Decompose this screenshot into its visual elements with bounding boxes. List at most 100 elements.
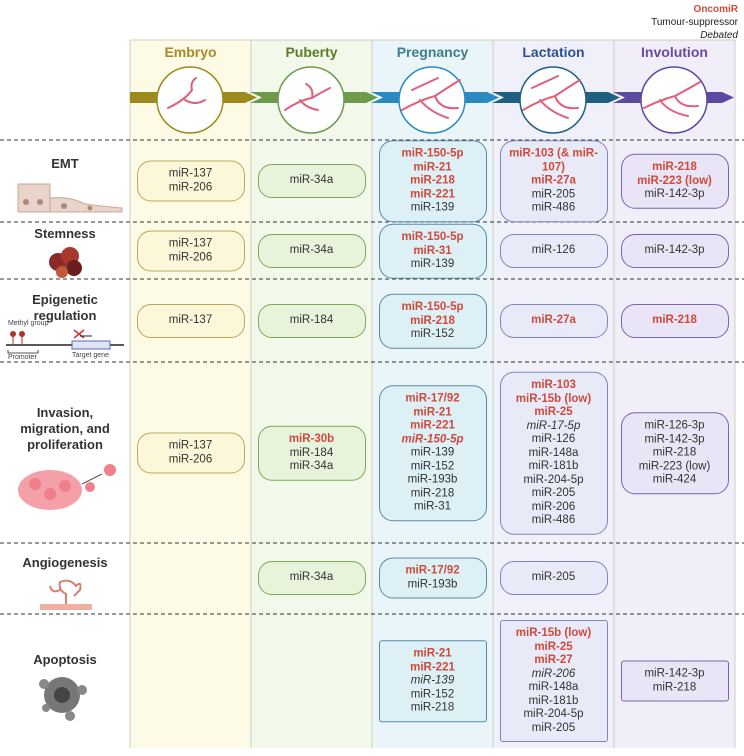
- mirna: miR-205: [531, 486, 576, 499]
- mirna: miR-150-5p: [401, 147, 464, 160]
- mirna: miR-223 (low): [637, 174, 712, 187]
- mirna: miR-206: [531, 667, 576, 680]
- mirna-box: miR-17/92 miR-21 miR-221 miR-150-5p miR-139 m…: [378, 385, 487, 521]
- mirna-box: miR-150-5p miR-21 miR-218 miR-221 miR-139: [378, 140, 487, 222]
- mirna: miR-221: [410, 419, 455, 432]
- stage-label: Pregnancy: [396, 44, 469, 60]
- mirna-box: miR-150-5p miR-218 miR-152: [378, 293, 487, 349]
- mirna: miR-17/92: [405, 392, 460, 405]
- mirna: miR-139: [410, 257, 455, 270]
- mirna-box: miR-21 miR-221 miR-139 miR-152 miR-218: [378, 640, 487, 722]
- mirna: miR-204-5p: [523, 708, 584, 720]
- mirna: miR-103 (& miR-107): [509, 147, 598, 173]
- mirna: miR-193b: [407, 473, 458, 486]
- duct-drawings: [167, 75, 701, 119]
- mirna: miR-218: [410, 486, 455, 499]
- row-label: Angiogenesis: [22, 555, 108, 570]
- mirna: miR-218: [410, 701, 455, 714]
- mirna: miR-142-3p: [644, 244, 705, 257]
- mirna-box: miR-137 miR-206: [136, 432, 245, 474]
- mirna: miR-205: [531, 187, 576, 200]
- mirna: miR-126: [531, 432, 576, 445]
- mirna: miR-34a: [289, 459, 334, 472]
- mirna: miR-193b: [407, 578, 458, 590]
- mirna: miR-142-3p: [644, 187, 705, 200]
- mirna: miR-34a: [289, 244, 334, 257]
- mirna: miR-424: [652, 473, 697, 486]
- mirna: miR-206: [168, 181, 213, 193]
- mirna: miR-21: [413, 405, 452, 418]
- mirna: miR-25: [534, 640, 573, 653]
- mirna: miR-103: [531, 378, 576, 391]
- mirna: miR-17/92: [405, 564, 460, 577]
- mirna-box: miR-205: [499, 561, 608, 595]
- mirna-box: miR-30b miR-184 miR-34a: [257, 425, 366, 481]
- mirna: miR-137: [168, 314, 213, 327]
- epigenetic-icon: [6, 329, 124, 354]
- mirna-box: miR-15b (low) miR-25 miR-27 miR-206 miR-148a…: [499, 620, 608, 742]
- mirna-box: miR-126: [499, 234, 608, 268]
- apoptosis-icon: [39, 677, 87, 721]
- mirna: miR-126: [531, 244, 576, 257]
- stage-label: Embryo: [164, 44, 217, 60]
- mirna: miR-150-5p: [401, 300, 464, 313]
- mirna-box: miR-34a: [257, 561, 366, 595]
- mirna: miR-152: [410, 459, 455, 472]
- column-embryo: [130, 40, 251, 748]
- mirna: miR-150-5p: [401, 432, 464, 445]
- mirna: miR-181b: [528, 459, 579, 472]
- column-involution: [614, 40, 735, 748]
- mirna: miR-204-5p: [523, 473, 584, 486]
- row-label: Apoptosis: [33, 652, 97, 667]
- stage-label: Lactation: [522, 44, 585, 60]
- mirna-box: miR-126-3p miR-142-3p miR-218 miR-223 (low)…: [620, 412, 729, 494]
- mirna: miR-206: [168, 453, 213, 465]
- mirna: miR-218: [652, 681, 697, 693]
- mirna: miR-21: [413, 647, 452, 660]
- mirna-box: miR-137 miR-206: [136, 160, 245, 202]
- mirna-box: miR-17/92 miR-193b: [378, 557, 487, 599]
- mirna-box: miR-218: [620, 304, 729, 338]
- legend-suppressor: Tumour-suppressor: [651, 17, 738, 28]
- mirna-box: miR-142-3p: [620, 234, 729, 268]
- mirna: miR-486: [531, 513, 576, 526]
- mirna-box: miR-34a: [257, 164, 366, 198]
- mirna: miR-139: [410, 446, 455, 459]
- mirna: miR-31: [413, 244, 452, 257]
- mirna: miR-148a: [528, 681, 579, 693]
- mirna-box: miR-137: [136, 304, 245, 338]
- stage-label: Involution: [641, 44, 708, 60]
- mirna-box: miR-103 miR-15b (low) miR-25 miR-17-5p miR-1…: [499, 371, 608, 535]
- mirna: miR-152: [410, 327, 455, 340]
- mirna: miR-486: [531, 201, 576, 214]
- legend-debated: Debated: [700, 30, 738, 41]
- mirna: miR-150-5p: [401, 230, 464, 243]
- stage-circles: [156, 66, 708, 134]
- mirna: miR-221: [410, 187, 455, 200]
- mirna-box: miR-142-3p miR-218: [620, 660, 729, 702]
- mirna: miR-218: [410, 174, 455, 187]
- mirna: miR-205: [531, 721, 576, 734]
- mirna-box: miR-184: [257, 304, 366, 338]
- mirna: miR-218: [410, 314, 455, 327]
- emt-icon: [17, 183, 123, 213]
- mirna: miR-142-3p: [644, 667, 705, 680]
- mirna: miR-152: [410, 687, 455, 700]
- legend-oncomir: OncomiR: [693, 4, 738, 15]
- mirna: miR-34a: [289, 571, 334, 584]
- row-label: Invasion, migration, and proliferation: [20, 405, 110, 452]
- mirna-box: miR-27a: [499, 304, 608, 338]
- stage-label: Puberty: [285, 44, 338, 60]
- mirna: miR-137: [168, 167, 213, 180]
- mirna: miR-139: [410, 674, 455, 687]
- mirna: miR-184: [289, 446, 334, 459]
- mirna-box: miR-34a: [257, 234, 366, 268]
- mirna-box: miR-218 miR-223 (low) miR-142-3p: [620, 153, 729, 209]
- mirna: miR-206: [531, 500, 576, 513]
- angiogenesis-icon: [40, 579, 92, 610]
- mirna-box: miR-137 miR-206: [136, 230, 245, 272]
- row-label: EMT: [51, 156, 79, 171]
- icon-label: Promoter: [8, 354, 37, 361]
- mirna-box: miR-150-5p miR-31 miR-139: [378, 223, 487, 279]
